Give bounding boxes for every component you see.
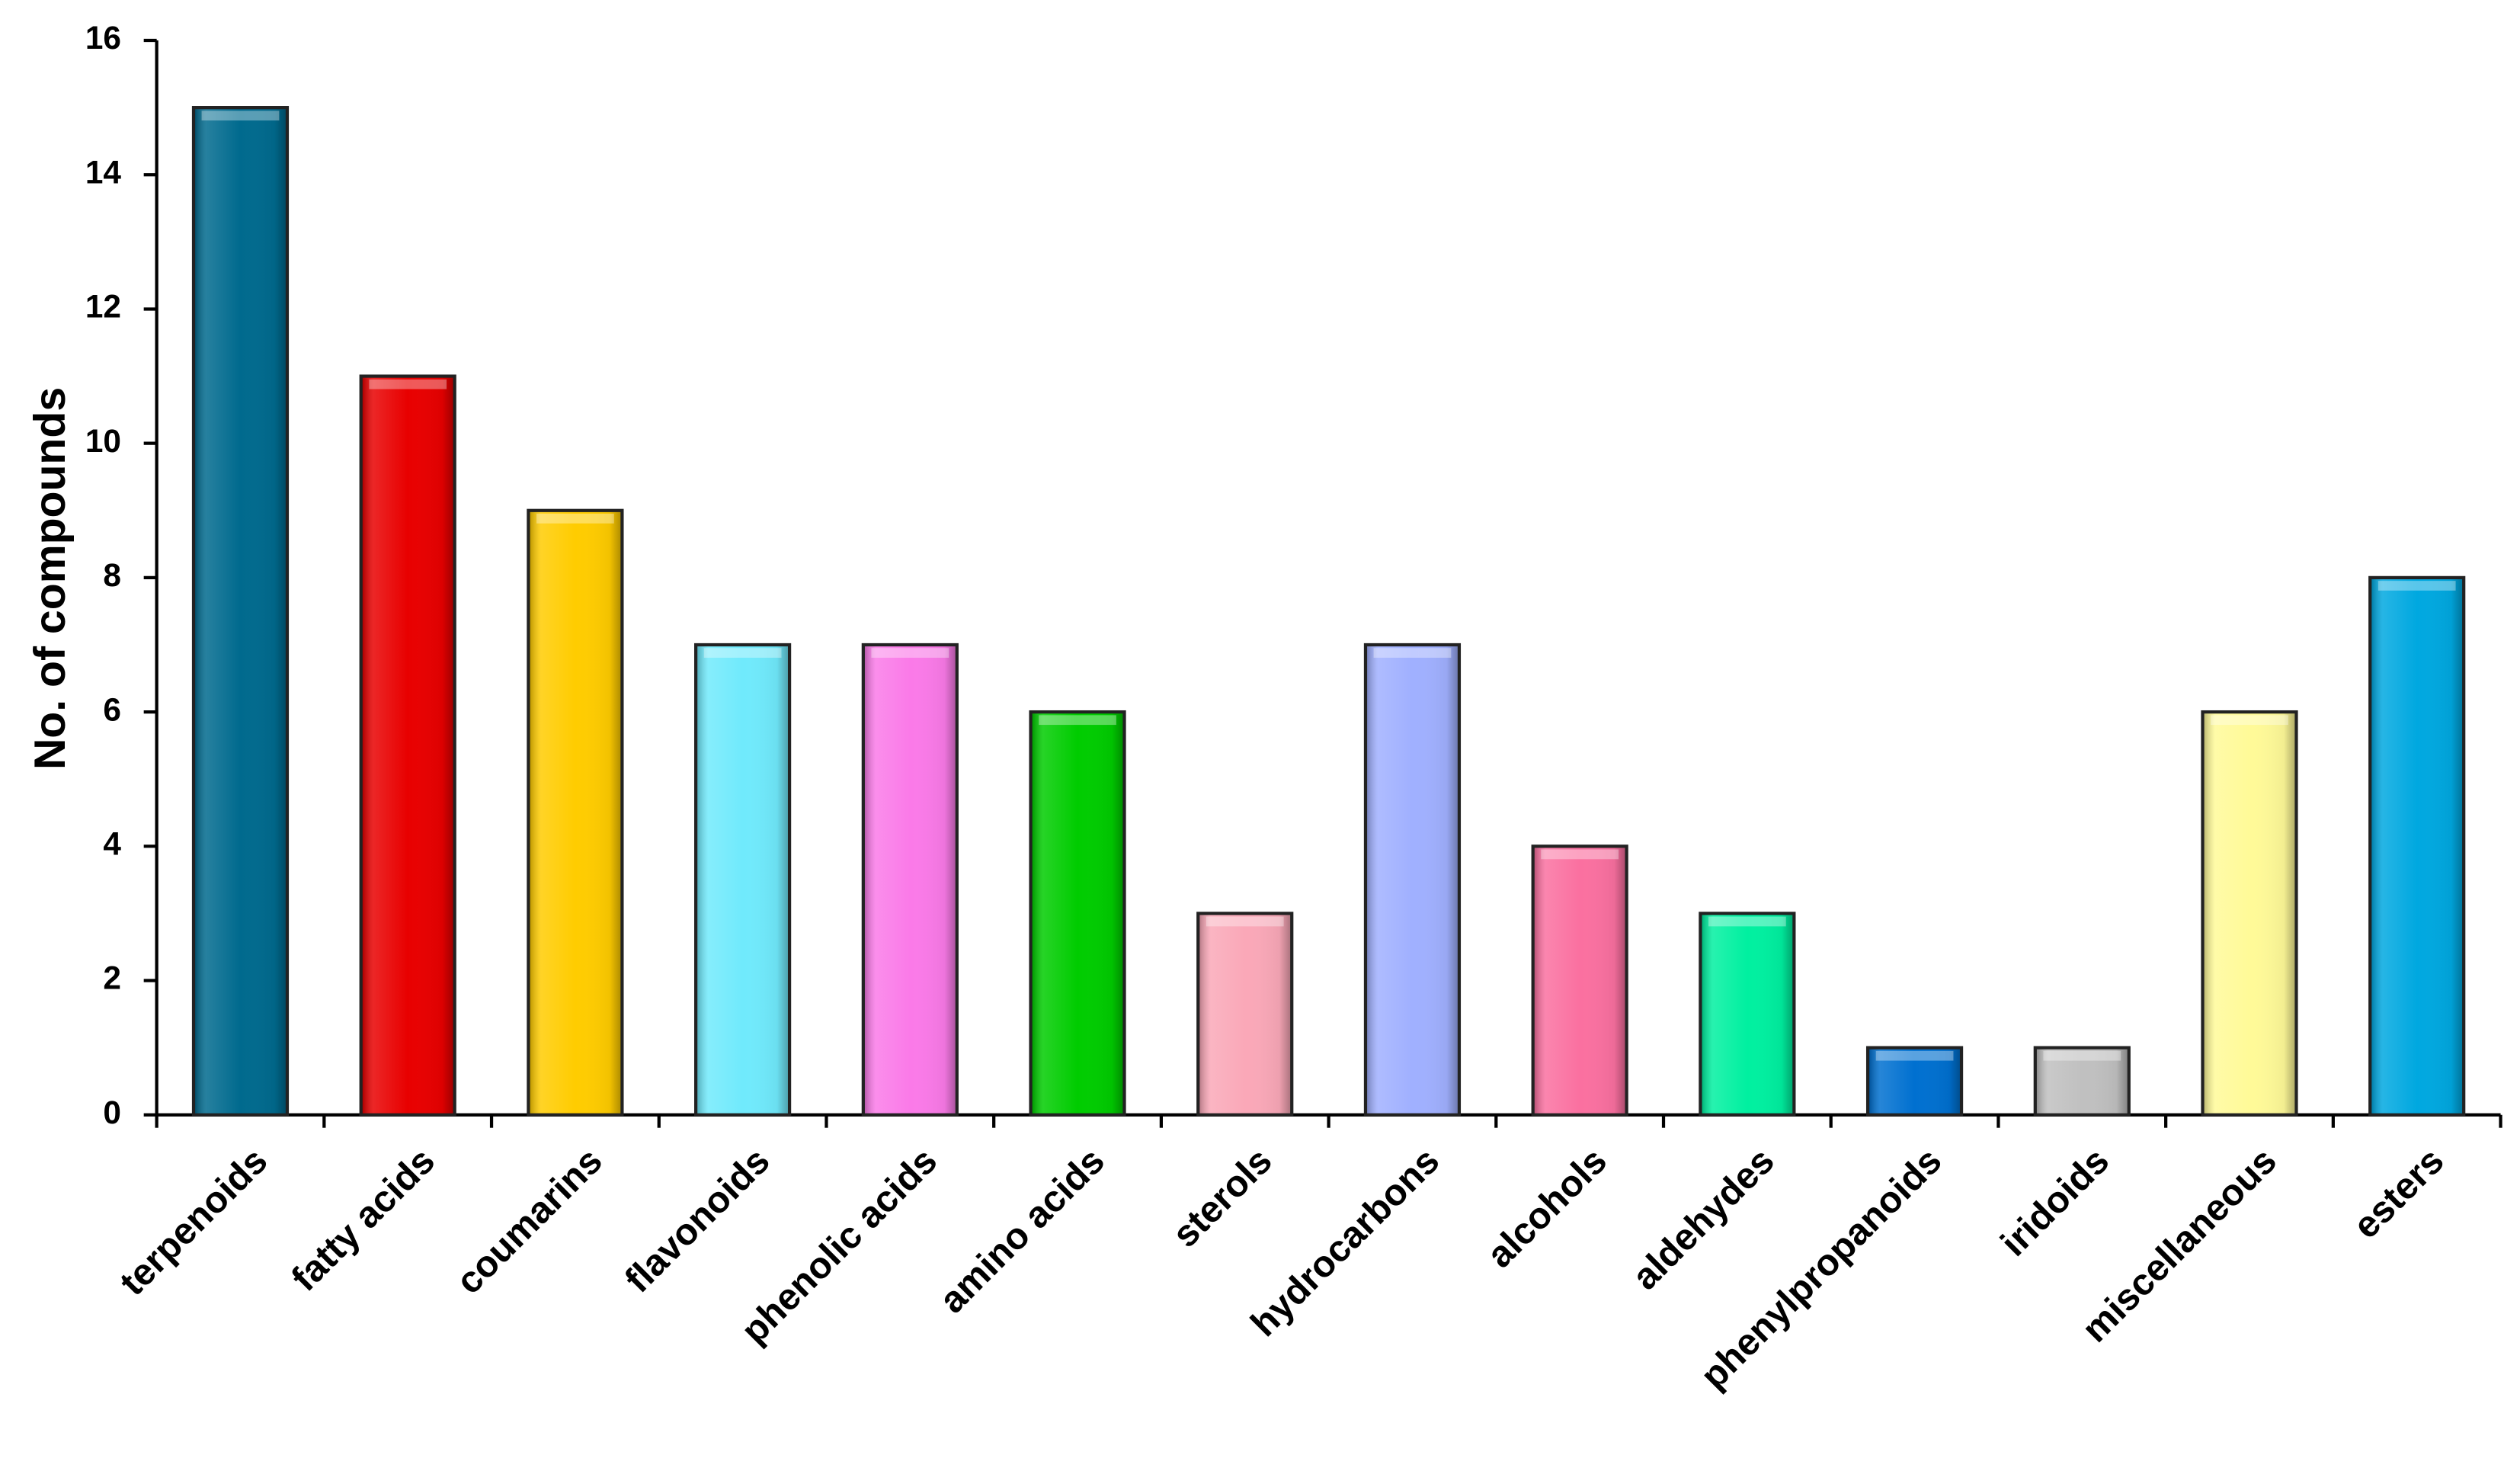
- x-tick-label: coumarins: [448, 1140, 610, 1303]
- y-tick-label: 14: [85, 154, 122, 190]
- bar-shade: [2371, 579, 2463, 1114]
- x-tick-label: iridoids: [1993, 1140, 2118, 1264]
- y-tick-label: 16: [85, 20, 121, 56]
- x-tick-label: fatty acids: [283, 1140, 443, 1300]
- bar-shade: [697, 646, 788, 1114]
- y-axis-title: No. of compounds: [26, 387, 75, 770]
- x-tick-label: amino acids: [932, 1140, 1113, 1321]
- y-tick-label: 0: [103, 1094, 121, 1130]
- bar-shade: [864, 646, 956, 1114]
- y-tick-label: 12: [85, 289, 121, 325]
- bar-bevel: [1708, 916, 1786, 927]
- bar-bevel: [1206, 916, 1284, 927]
- bar-shade: [530, 511, 621, 1114]
- bar-bevel: [2378, 581, 2456, 591]
- bar-bevel: [871, 648, 949, 658]
- bar-bevel: [2043, 1050, 2121, 1061]
- x-tick-label: sterols: [1164, 1140, 1279, 1255]
- y-tick-label: 10: [85, 423, 121, 459]
- y-tick-label: 8: [103, 557, 121, 593]
- bar-shade: [1702, 915, 1793, 1114]
- x-tick-label: aldehydes: [1625, 1140, 1782, 1298]
- bar-bevel: [1039, 715, 1116, 726]
- bar-bevel: [369, 379, 447, 389]
- x-tick-label: flavonoids: [617, 1140, 778, 1301]
- bar-shade: [1534, 848, 1625, 1114]
- bar-shade: [1032, 713, 1123, 1114]
- y-tick-label: 4: [103, 826, 121, 862]
- y-tick-label: 6: [103, 691, 121, 727]
- x-tick-label: alcohols: [1479, 1140, 1615, 1276]
- bar-shade: [2036, 1049, 2128, 1114]
- bar-shade: [362, 377, 453, 1114]
- y-tick-label: 2: [103, 960, 121, 996]
- bar-bevel: [1541, 849, 1619, 860]
- bar-shade: [1869, 1049, 1960, 1114]
- bar-shade: [1367, 646, 1458, 1114]
- bar-bevel: [2211, 715, 2288, 726]
- bar-bevel: [703, 648, 782, 658]
- bar-shade: [195, 109, 286, 1114]
- bar-shade: [2204, 713, 2295, 1114]
- bar-bevel: [201, 111, 280, 121]
- x-tick-label: esters: [2345, 1140, 2452, 1247]
- bar-bevel: [1373, 648, 1452, 658]
- bar-bevel: [536, 514, 614, 524]
- bar-shade: [1199, 915, 1291, 1114]
- x-tick-label: terpenoids: [112, 1140, 275, 1303]
- bar-bevel: [1875, 1050, 1954, 1061]
